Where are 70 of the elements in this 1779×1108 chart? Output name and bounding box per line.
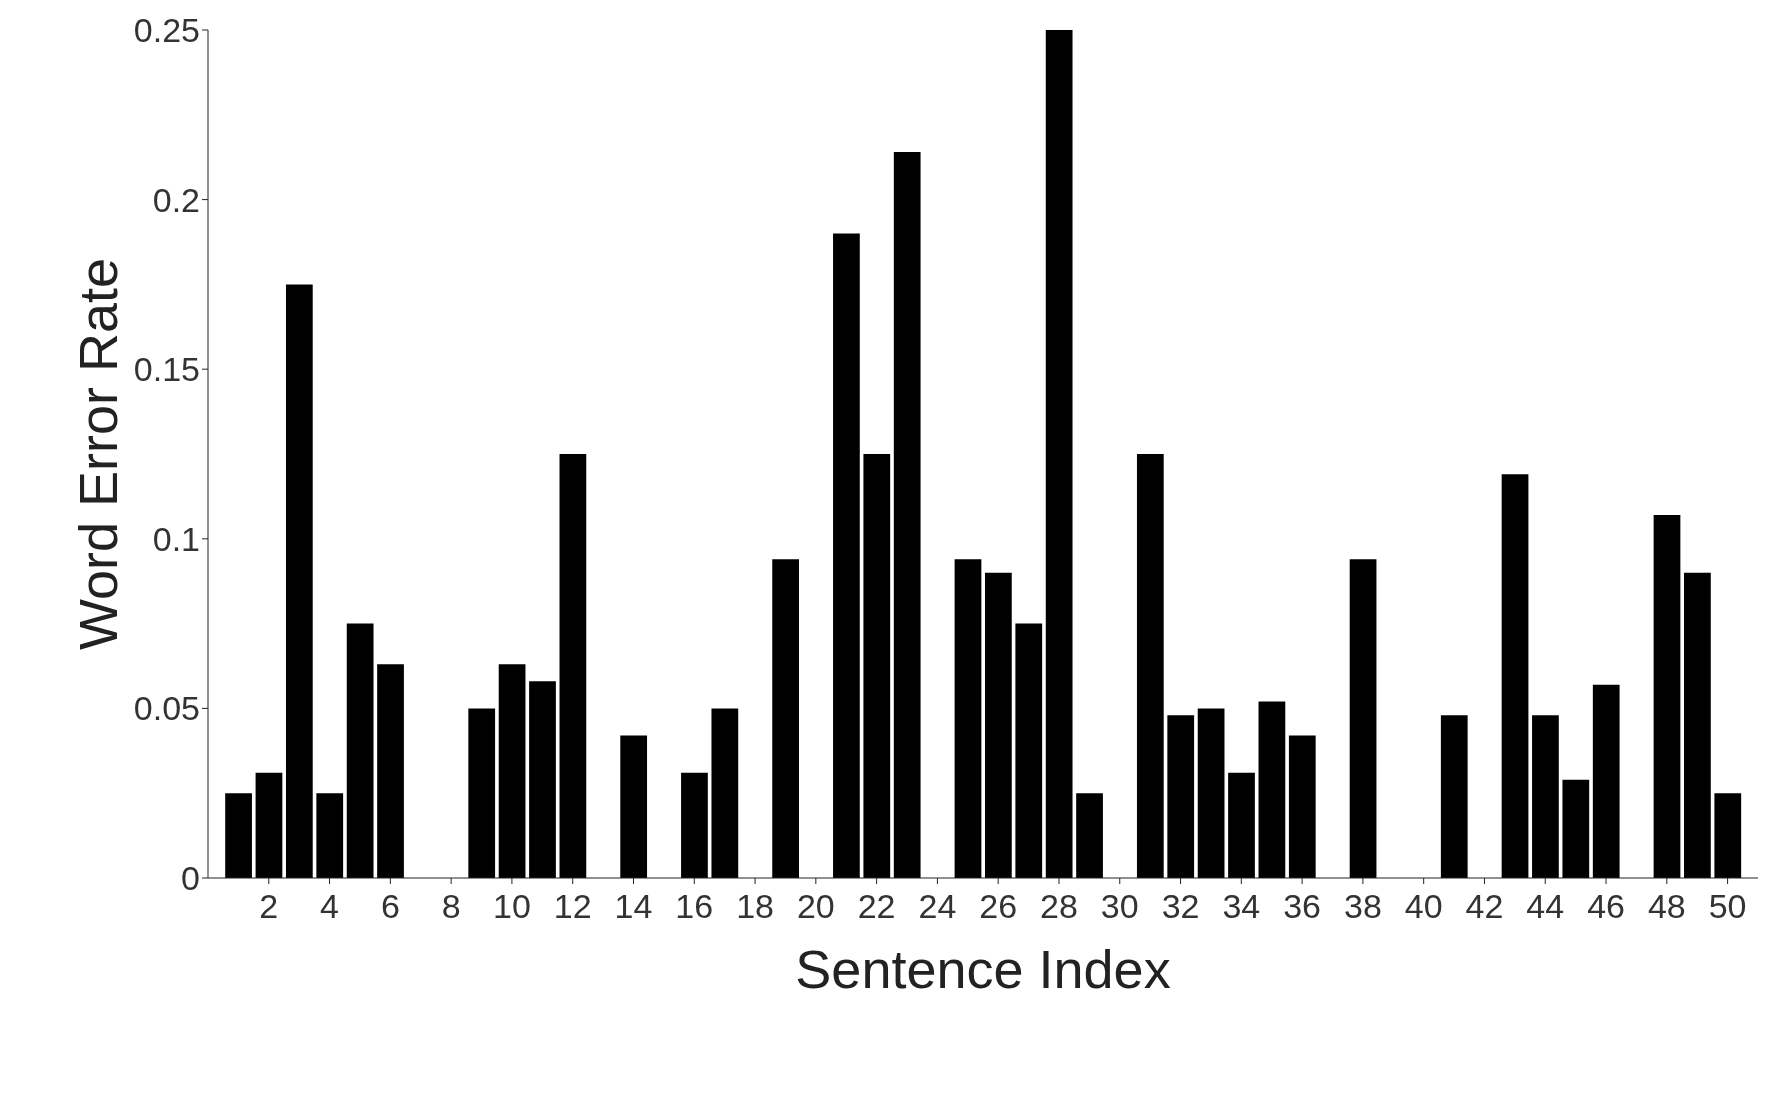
x-tick-label: 30	[1100, 887, 1139, 926]
bar	[985, 572, 1012, 878]
x-tick-label: 40	[1404, 887, 1443, 926]
x-tick-label: 48	[1647, 887, 1686, 926]
bar	[1592, 684, 1620, 878]
bar	[285, 284, 313, 878]
bar	[559, 454, 587, 878]
bar	[1684, 572, 1711, 878]
x-tick-label: 46	[1587, 887, 1625, 926]
bar	[1532, 715, 1559, 878]
y-axis-title: Word Error Rate	[68, 257, 129, 651]
x-tick-label: 32	[1161, 887, 1200, 926]
x-tick-label: 20	[796, 887, 835, 926]
y-tick-label: 0.25	[133, 11, 200, 50]
x-tick-label: 34	[1222, 887, 1261, 926]
bar	[833, 233, 860, 878]
x-tick-label: 42	[1465, 887, 1504, 926]
x-tick-label: 4	[320, 887, 340, 926]
bar	[954, 559, 982, 878]
bar	[1076, 793, 1103, 878]
x-tick-label: 2	[259, 887, 279, 926]
x-axis-title: Sentence Index	[795, 939, 1171, 999]
bar	[863, 454, 891, 878]
bar	[1197, 708, 1225, 878]
bar	[316, 793, 344, 878]
bar	[1258, 701, 1286, 878]
x-tick-label: 18	[736, 887, 774, 926]
bar	[255, 772, 283, 878]
x-tick-label: 12	[553, 887, 592, 926]
bar	[1045, 30, 1073, 878]
bar	[711, 708, 739, 878]
y-tick-label: 0.1	[152, 519, 200, 558]
bar	[620, 735, 648, 878]
bar	[772, 559, 799, 878]
bar	[498, 664, 526, 878]
bar	[377, 664, 404, 878]
x-tick-label: 26	[979, 887, 1018, 926]
y-tick-label: 0	[181, 859, 200, 898]
bar	[1288, 735, 1316, 878]
bar	[1015, 623, 1043, 878]
x-tick-label: 36	[1283, 887, 1322, 926]
x-tick-label: 50	[1708, 887, 1747, 926]
bar	[529, 681, 556, 878]
x-tick-label: 38	[1343, 887, 1382, 926]
x-tick-label: 28	[1040, 887, 1078, 926]
x-tick-label: 44	[1526, 887, 1565, 926]
bar	[1228, 772, 1255, 878]
bar	[1501, 474, 1529, 878]
y-tick-label: 0.15	[133, 350, 200, 389]
x-tick-label: 22	[857, 887, 896, 926]
bar	[1349, 559, 1377, 878]
bar	[1167, 715, 1195, 878]
bar	[346, 623, 374, 878]
bar	[1136, 454, 1164, 878]
x-tick-label: 16	[675, 887, 714, 926]
bar	[681, 772, 708, 878]
bar	[1562, 779, 1590, 878]
bar	[225, 793, 252, 878]
bar	[1440, 715, 1468, 878]
x-tick-label: 14	[614, 887, 653, 926]
y-tick-label: 0.05	[133, 689, 200, 728]
x-tick-label: 6	[380, 887, 400, 926]
y-tick-label: 0.2	[152, 180, 200, 219]
bar	[1653, 515, 1681, 878]
x-tick-label: 10	[493, 887, 531, 926]
x-tick-label: 24	[918, 887, 957, 926]
bar	[893, 152, 921, 878]
bar	[1714, 793, 1742, 878]
x-tick-label: 8	[441, 887, 461, 926]
bar	[468, 708, 496, 878]
